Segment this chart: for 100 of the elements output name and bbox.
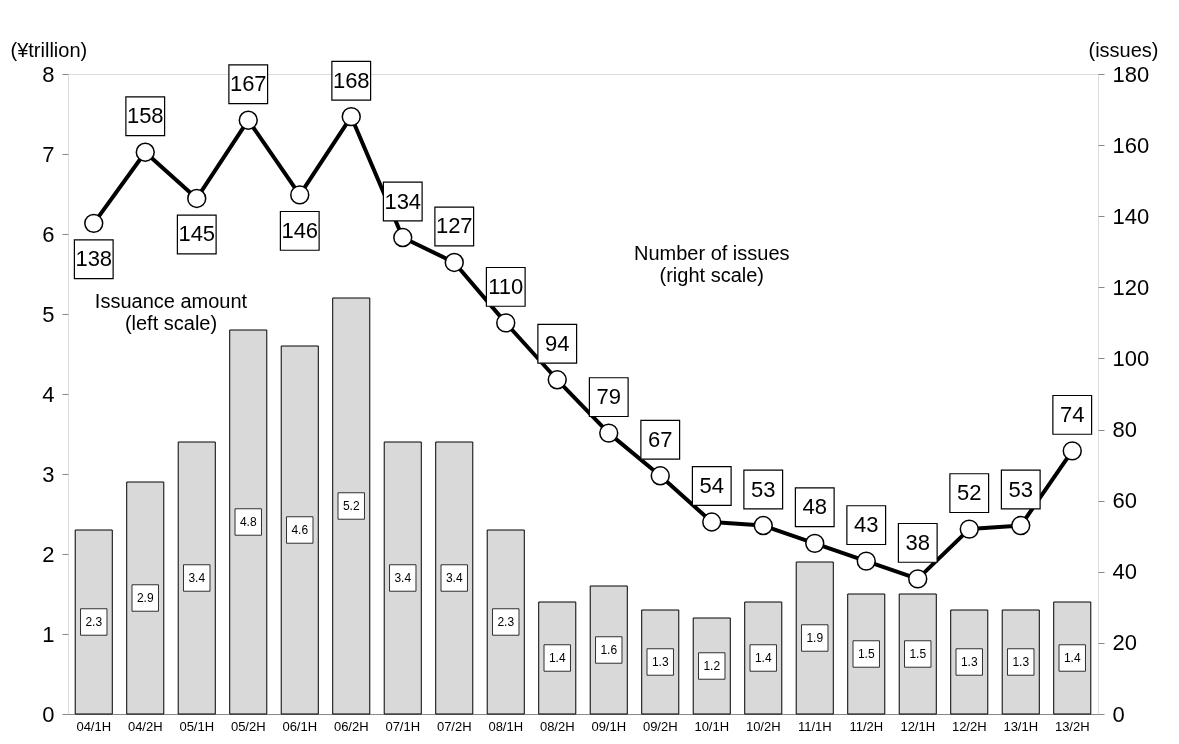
x-tick-label: 07/1H xyxy=(385,718,421,734)
data-label: 5.2 xyxy=(342,499,360,513)
data-label: 53 xyxy=(1008,476,1033,502)
point xyxy=(650,466,670,486)
data-label: 2.9 xyxy=(136,591,154,605)
point xyxy=(908,569,928,589)
y2-tick-label: 0 xyxy=(1112,701,1125,727)
point xyxy=(599,423,619,443)
point xyxy=(444,252,464,273)
x-tick-label: 10/1H xyxy=(694,718,730,734)
point xyxy=(1011,515,1031,536)
bar xyxy=(126,481,165,715)
data-label: 1.3 xyxy=(651,655,669,669)
y-tick-label: 3 xyxy=(42,461,55,487)
x-tick-label: 09/2H xyxy=(642,718,678,734)
data-label: 3.4 xyxy=(188,571,206,585)
data-label: 1.4 xyxy=(548,651,566,665)
data-label: 1.3 xyxy=(960,655,978,669)
y-tick-label: 6 xyxy=(42,221,55,247)
x-tick-label: 04/1H xyxy=(76,718,112,734)
x-tick-label: 08/2H xyxy=(539,718,575,734)
x-tick-label: 05/2H xyxy=(230,718,266,734)
data-label: 1.6 xyxy=(600,643,618,657)
point xyxy=(496,313,516,333)
data-label: 167 xyxy=(229,71,267,97)
data-label: 138 xyxy=(75,246,113,272)
data-label: 94 xyxy=(545,330,570,356)
x-tick-label: 05/1H xyxy=(179,718,215,734)
y2-axis-title: (issues) xyxy=(1088,38,1159,61)
data-label: 67 xyxy=(648,426,673,452)
point xyxy=(341,106,361,127)
point xyxy=(547,370,567,390)
y-tick-label: 1 xyxy=(42,621,55,647)
x-tick-label: 11/1H xyxy=(797,718,832,734)
data-label: 110 xyxy=(488,273,524,299)
point xyxy=(753,515,773,536)
data-label: 3.4 xyxy=(394,571,412,585)
y-tick-label: 0 xyxy=(42,701,55,727)
data-label: 43 xyxy=(854,512,879,538)
x-tick-label: 04/2H xyxy=(127,718,163,734)
x-tick-label: 12/1H xyxy=(900,718,936,734)
bar xyxy=(177,441,216,715)
data-label: 2.3 xyxy=(85,615,103,629)
point xyxy=(238,110,258,130)
y-axis-title: (¥trillion) xyxy=(10,38,88,61)
point xyxy=(393,227,413,248)
data-label: 4.6 xyxy=(291,523,309,537)
data-label: 134 xyxy=(384,188,422,214)
point xyxy=(84,213,104,234)
data-label: 1.5 xyxy=(909,647,927,661)
data-label: 127 xyxy=(435,213,473,239)
x-tick-label: 06/1H xyxy=(282,718,318,734)
bar xyxy=(435,441,474,715)
x-tick-label: 11/2H xyxy=(849,718,884,734)
point xyxy=(959,519,979,539)
point xyxy=(1062,441,1082,461)
annotation: Number of issues (right scale) xyxy=(633,242,790,286)
data-label: 1.4 xyxy=(1063,651,1081,665)
data-label: 4.8 xyxy=(239,515,257,529)
y-tick-label: 7 xyxy=(42,141,55,167)
data-label: 52 xyxy=(957,480,982,506)
data-label: 146 xyxy=(281,217,319,243)
point xyxy=(805,533,825,554)
x-tick-label: 06/2H xyxy=(333,718,369,734)
x-tick-label: 09/1H xyxy=(591,718,627,734)
data-label: 3.4 xyxy=(445,571,463,585)
y2-tick-label: 160 xyxy=(1112,132,1150,158)
y-tick-label: 2 xyxy=(42,541,55,567)
bar xyxy=(280,345,319,715)
data-label: 2.3 xyxy=(497,615,515,629)
y2-tick-label: 40 xyxy=(1112,559,1137,585)
y-tick-label: 8 xyxy=(42,61,55,87)
y-tick-label: 5 xyxy=(42,301,55,327)
data-label: 1.9 xyxy=(806,631,824,645)
point xyxy=(702,512,722,532)
bar xyxy=(229,329,268,715)
data-label: 1.3 xyxy=(1012,655,1030,669)
point xyxy=(856,551,876,571)
data-label: 158 xyxy=(126,103,164,129)
data-label: 74 xyxy=(1060,401,1085,427)
bar xyxy=(383,441,422,715)
bar xyxy=(332,297,371,715)
point xyxy=(187,188,207,209)
y2-tick-label: 80 xyxy=(1112,417,1137,443)
data-label: 168 xyxy=(332,67,370,93)
y-tick-label: 4 xyxy=(42,381,55,407)
y2-tick-label: 20 xyxy=(1112,630,1137,656)
annotation: Issuance amount (left scale) xyxy=(94,290,248,334)
y2-tick-label: 140 xyxy=(1112,203,1150,229)
x-tick-label: 13/1H xyxy=(1003,718,1039,734)
y2-tick-label: 180 xyxy=(1112,61,1150,87)
x-tick-label: 13/2H xyxy=(1054,718,1090,734)
point xyxy=(290,185,310,205)
y2-tick-label: 60 xyxy=(1112,488,1137,514)
x-tick-label: 12/2H xyxy=(951,718,987,734)
data-label: 53 xyxy=(751,476,776,502)
point xyxy=(135,142,155,162)
x-tick-label: 10/2H xyxy=(745,718,781,734)
data-label: 79 xyxy=(596,384,621,410)
data-label: 38 xyxy=(905,529,930,555)
